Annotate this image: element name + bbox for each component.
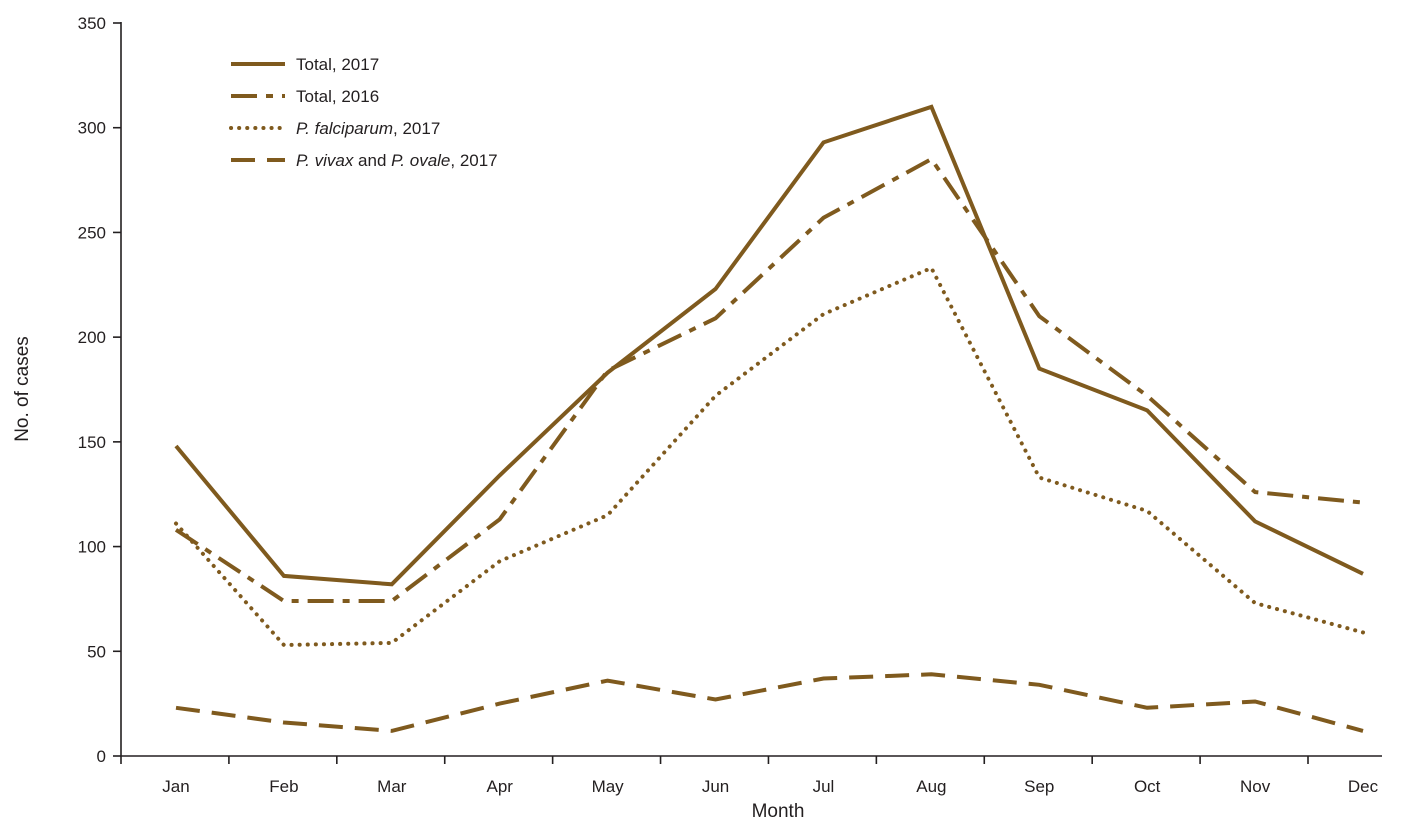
series-total2017 bbox=[174, 104, 1364, 587]
legend-item-total2017: Total, 2017 bbox=[231, 55, 379, 74]
legend-item-pvivax_povale2017: P. vivax and P. ovale, 2017 bbox=[231, 151, 498, 170]
y-tick-label: 0 bbox=[97, 747, 106, 766]
x-tick-label: Apr bbox=[486, 777, 513, 796]
x-tick-label: Oct bbox=[1134, 777, 1161, 796]
legend-label: P. falciparum, 2017 bbox=[296, 119, 440, 138]
x-tick-label: Dec bbox=[1348, 777, 1379, 796]
x-tick-label: May bbox=[592, 777, 625, 796]
x-axis-label: Month bbox=[752, 801, 805, 822]
legend-label: Total, 2017 bbox=[296, 55, 379, 74]
x-tick-label: Nov bbox=[1240, 777, 1271, 796]
y-tick-label: 150 bbox=[78, 433, 106, 452]
legend-label: P. vivax and P. ovale, 2017 bbox=[296, 151, 498, 170]
chart-series bbox=[174, 104, 1365, 733]
y-tick-label: 300 bbox=[78, 119, 106, 138]
series-line-pvivax_povale2017 bbox=[175, 672, 1364, 733]
y-tick-label: 50 bbox=[87, 642, 106, 661]
x-tick-label: Feb bbox=[269, 777, 298, 796]
series-pvivax_povale2017 bbox=[175, 672, 1364, 733]
y-axis-ticks: 0 50 100 150 200 250 300 350 bbox=[78, 14, 121, 766]
legend-label: Total, 2016 bbox=[296, 87, 379, 106]
x-axis-ticks: Jan Feb Mar Apr May Jun Jul Aug Sep Oct Nov Dec bbox=[120, 756, 1379, 796]
x-tick-label: Jan bbox=[162, 777, 189, 796]
x-tick-label: Mar bbox=[377, 777, 407, 796]
y-tick-label: 350 bbox=[78, 14, 106, 33]
legend-item-total2016: Total, 2016 bbox=[231, 87, 379, 106]
y-tick-label: 100 bbox=[78, 538, 106, 557]
series-line-pfalciparum2017 bbox=[174, 265, 1365, 648]
legend-item-pfalciparum2017: P. falciparum, 2017 bbox=[229, 119, 440, 138]
chart-legend: Total, 2017 Total, 2016 P. falciparum, 201… bbox=[229, 55, 498, 170]
series-pfalciparum2017 bbox=[174, 265, 1365, 648]
x-tick-label: Jun bbox=[702, 777, 729, 796]
x-tick-label: Aug bbox=[916, 777, 946, 796]
series-line-total2017 bbox=[174, 104, 1364, 587]
series-total2016 bbox=[174, 156, 1364, 603]
y-tick-label: 250 bbox=[78, 223, 106, 242]
y-axis-label: No. of cases bbox=[12, 336, 33, 442]
x-tick-label: Sep bbox=[1024, 777, 1054, 796]
y-tick-label: 200 bbox=[78, 328, 106, 347]
x-tick-label: Jul bbox=[813, 777, 835, 796]
chart-axes bbox=[120, 22, 1382, 757]
series-line-total2016 bbox=[174, 156, 1364, 603]
